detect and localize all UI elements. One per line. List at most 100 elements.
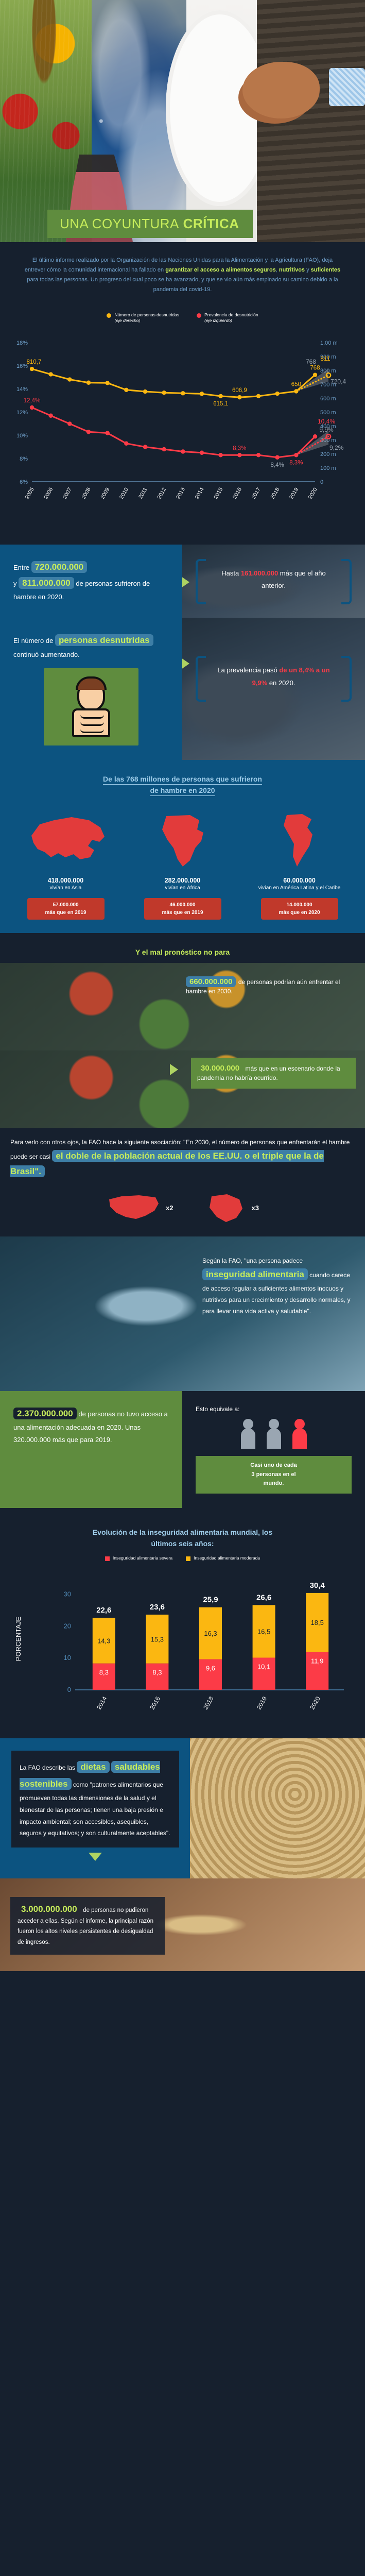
insecurity-quote-pre: Según la FAO, "una persona padece [202, 1257, 303, 1264]
stat-prevalence-hl2: 9,9% [252, 679, 268, 687]
svg-text:16%: 16% [16, 363, 28, 369]
footer-section: 3.000.000.000 de personas no pudieron ac… [0, 1878, 365, 1972]
hero-photo-plate [166, 0, 274, 242]
stat-bracket-increase: Hasta 161.000.000 más que el año anterio… [196, 558, 352, 604]
forecast-section: Y el mal pronóstico no para 660.000.000 … [0, 933, 365, 1236]
forecast-photo-market: 660.000.000 de personas podrían aún enfr… [0, 963, 365, 1051]
intro-bold-1: garantizar el acceso a alimentos seguros [165, 266, 276, 273]
bar-chart-legend: Inseguridad alimentaria severa Insegurid… [0, 1552, 365, 1570]
svg-text:811: 811 [320, 355, 330, 362]
legend-label-red: Prevalencia de desnutrición (eje izquier… [204, 312, 258, 324]
diets-text-card: La FAO describe las dietas saludables so… [0, 1738, 190, 1878]
bar-chart-section: Evolución de la inseguridad alimentaria … [0, 1507, 365, 1739]
svg-text:PORCENTAJE: PORCENTAJE [14, 1617, 22, 1662]
svg-text:12%: 12% [16, 410, 28, 416]
svg-text:8,4%: 8,4% [271, 462, 284, 468]
stat-range-mid: y [13, 580, 17, 587]
line-chart-section: Número de personas desnutridas (eje dere… [0, 310, 365, 545]
bar-legend-severe: Inseguridad alimentaria severa [105, 1555, 172, 1562]
continent-latam-number: 60.000.000 [283, 876, 316, 884]
hero-banner: UNA COYUNTURA CRÍTICA [0, 0, 365, 242]
continent-card-asia: 418.000.000 vivían en Asia 57.000.000 má… [14, 810, 117, 920]
intro-bold-3: suficientes [310, 266, 341, 273]
continent-card-latam: 60.000.000 vivían en América Latina y el… [248, 810, 351, 920]
svg-text:2009: 2009 [99, 486, 111, 500]
svg-text:10%: 10% [16, 433, 28, 439]
forecast-box-30: 30.000.000 más que en un escenario donde… [191, 1058, 356, 1089]
stat-range-post: de personas sufrieron de hambre en 2020. [13, 580, 150, 601]
svg-text:0: 0 [67, 1686, 71, 1693]
equivalence-caption: Casi uno de cada 3 personas en el mundo. [196, 1455, 352, 1494]
svg-text:900 m: 900 m [320, 354, 336, 360]
svg-text:768: 768 [306, 358, 316, 365]
svg-text:2010: 2010 [118, 486, 130, 500]
legend-square-yellow-icon [186, 1556, 191, 1562]
svg-text:2018: 2018 [269, 486, 281, 500]
line-chart-svg: 6% 8% 10% 12% 14% 16% 18% 0 100 m 200 m 300 m 400 m… [16, 340, 346, 500]
stat-card-undernourished: El número de personas desnutridas contin… [0, 618, 182, 760]
map-africa-icon [131, 810, 234, 872]
insecurity-photo: Según la FAO, "una persona padece insegu… [0, 1236, 365, 1391]
stat-increase-post: más que el año anterior. [262, 569, 326, 589]
svg-text:2018: 2018 [202, 1696, 215, 1711]
svg-text:16,3: 16,3 [204, 1630, 217, 1638]
svg-text:500 m: 500 m [320, 410, 336, 416]
svg-text:2019: 2019 [255, 1696, 269, 1711]
svg-text:2016: 2016 [149, 1696, 162, 1711]
stat-range-pre: Entre [13, 563, 30, 571]
legend-yellow-line1: Número de personas desnutridas [114, 312, 180, 317]
continent-africa-delta: 46.000.000 más que en 2019 [144, 897, 221, 920]
svg-text:2014: 2014 [194, 486, 205, 500]
svg-text:10,4%: 10,4% [318, 418, 335, 425]
continent-africa-label: vivían en África [165, 885, 200, 891]
arrow-right-icon-3 [170, 1064, 178, 1076]
equivalence-people-icons [196, 1418, 352, 1451]
stat-prevalence-hl1: de un 8,4% a un [279, 666, 330, 674]
svg-text:0: 0 [320, 479, 323, 485]
stat-prevalence-pre: La prevalencia pasó [217, 666, 277, 674]
stats-band-1: Entre 720.000.000 y 811.000.000 de perso… [0, 544, 365, 618]
bar-chart-svg: 0 10 20 30 PORCENTAJE 8,3 14,3 22,6 2014 8,3 15,3 2… [14, 1581, 344, 1711]
forecast-30-text: más que en un escenario donde la pandemi… [197, 1065, 340, 1082]
svg-text:16,5: 16,5 [257, 1628, 270, 1636]
svg-text:8,3%: 8,3% [289, 460, 303, 466]
equivalence-line1: Casi uno de cada [250, 1462, 297, 1468]
equivalence-line3: mundo. [263, 1480, 284, 1487]
continent-africa-delta-text: más que en 2019 [162, 909, 203, 916]
insecurity-stat-section: 2.370.000.000 de personas no tuvo acceso… [0, 1391, 365, 1508]
continents-heading-line1: De las 768 millones de personas que sufr… [103, 774, 262, 783]
diets-post: como "patrones alimentarios que promueve… [20, 1781, 170, 1837]
insecurity-stat-number: 2.370.000.000 [13, 1407, 77, 1419]
hero-photo-vegetables [0, 0, 92, 242]
intro-paragraph: El último informe realizado por la Organ… [23, 256, 342, 295]
bar-heading-line1: Evolución de la inseguridad alimentaria … [92, 1528, 273, 1536]
arrow-right-icon-2 [182, 658, 189, 670]
legend-dot-red-icon [197, 313, 202, 318]
infographic-page: UNA COYUNTURA CRÍTICA El último informe … [0, 0, 365, 1972]
bar-legend-yellow-label: Inseguridad alimentaria moderada [194, 1555, 260, 1561]
stats-band-2: El número de personas desnutridas contin… [0, 618, 365, 760]
person-torso-icon [72, 708, 110, 737]
stat-text-increase: Hasta 161.000.000 más que el año anterio… [211, 567, 336, 592]
svg-text:2020: 2020 [308, 1696, 322, 1711]
stat-prevalence-post: en 2020. [269, 679, 296, 687]
stat-card-people-range: Entre 720.000.000 y 811.000.000 de perso… [0, 544, 182, 618]
legend-label-yellow: Número de personas desnutridas (eje dere… [114, 312, 179, 324]
svg-text:400 m: 400 m [320, 423, 336, 430]
svg-text:8%: 8% [20, 456, 28, 462]
continents-heading-line2: de hambre en 2020 [150, 786, 215, 795]
map-brazil-icon [209, 1194, 242, 1222]
stat-text-undernourished: El número de personas desnutridas contin… [13, 632, 169, 660]
person-head-icon [76, 676, 107, 711]
svg-text:200 m: 200 m [320, 451, 336, 457]
person-icon-3 [292, 1418, 307, 1449]
svg-text:8,3: 8,3 [152, 1669, 162, 1676]
person-hair-icon [76, 676, 107, 690]
insecurity-stat-card: 2.370.000.000 de personas no tuvo acceso… [0, 1391, 182, 1508]
footer-text: de personas no pudieron acceder a ellas.… [18, 1907, 154, 1945]
arrow-down-icon [89, 1853, 102, 1861]
svg-text:700 m: 700 m [320, 382, 336, 388]
forecast-660-text: de personas podrían aún enfrentar el ham… [186, 978, 340, 995]
insecurity-quote-post: cuando carece de acceso regular a sufici… [202, 1272, 351, 1315]
equivalence-title: Esto equivale a: [196, 1405, 240, 1413]
